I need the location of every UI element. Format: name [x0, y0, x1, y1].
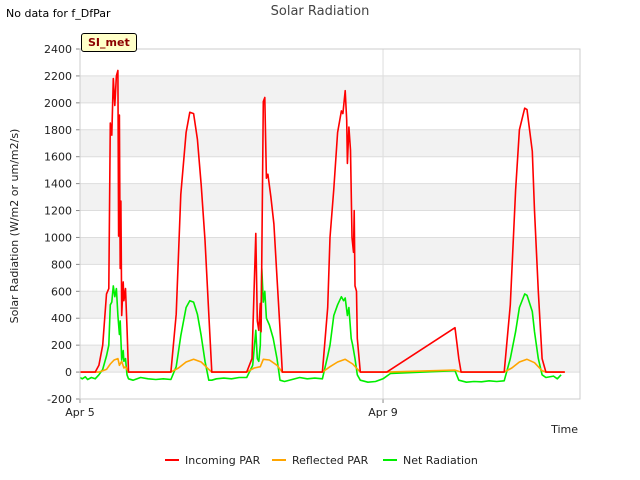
legend-label-incoming-par: Incoming PAR: [185, 454, 261, 467]
legend-swatch-net-radiation: [383, 459, 397, 461]
y-tick-label: 1000: [44, 231, 72, 244]
y-tick-label: 1600: [44, 151, 72, 164]
series-line-incoming-par: [80, 69, 565, 373]
y-tick-label: 800: [51, 258, 72, 271]
series-lines: [79, 69, 565, 383]
y-tick-label: -200: [47, 393, 72, 406]
site-badge: SI_met: [81, 33, 137, 52]
y-axis-label: Solar Radiation (W/m2 or um/m2/s): [8, 129, 21, 324]
y-tick-label: 200: [51, 339, 72, 352]
y-tick-label: 600: [51, 285, 72, 298]
plot-band: [80, 291, 580, 319]
x-tick-label: Apr 9: [368, 406, 398, 419]
axes: -200 0 200 400 600 800 1000 1200 1400 1600 1800 200…: [44, 43, 581, 419]
x-axis-label: Time: [550, 423, 578, 436]
series-line-reflected-par: [80, 357, 565, 373]
legend-swatch-incoming-par: [165, 459, 179, 461]
legend: Incoming PAR Reflected PAR Net Radiation: [0, 452, 640, 470]
y-tick-label: 1400: [44, 178, 72, 191]
y-tick-label: 0: [65, 366, 72, 379]
plot-frame: [79, 48, 581, 400]
y-tick-label: 2000: [44, 97, 72, 110]
plot-band: [80, 129, 580, 157]
plot-band: [80, 75, 580, 103]
legend-label-reflected-par: Reflected PAR: [292, 454, 369, 467]
legend-item-incoming-par: Incoming PAR: [165, 452, 260, 470]
legend-item-reflected-par: Reflected PAR: [272, 452, 368, 470]
legend-label-net-radiation: Net Radiation: [403, 454, 478, 467]
x-tick-label: Apr 5: [65, 406, 95, 419]
legend-swatch-reflected-par: [272, 459, 286, 461]
no-data-message: No data for f_DfPar: [6, 7, 111, 20]
y-tick-label: 1800: [44, 124, 72, 137]
chart-title: Solar Radiation: [270, 4, 370, 19]
y-tick-label: 2200: [44, 70, 72, 83]
series-line-net-radiation: [79, 267, 562, 383]
legend-item-net-radiation: Net Radiation: [383, 452, 478, 470]
y-tick-label: 1200: [44, 205, 72, 218]
plot-band: [80, 183, 580, 211]
y-tick-label: 400: [51, 312, 72, 325]
y-tick-label: 2400: [44, 43, 72, 56]
